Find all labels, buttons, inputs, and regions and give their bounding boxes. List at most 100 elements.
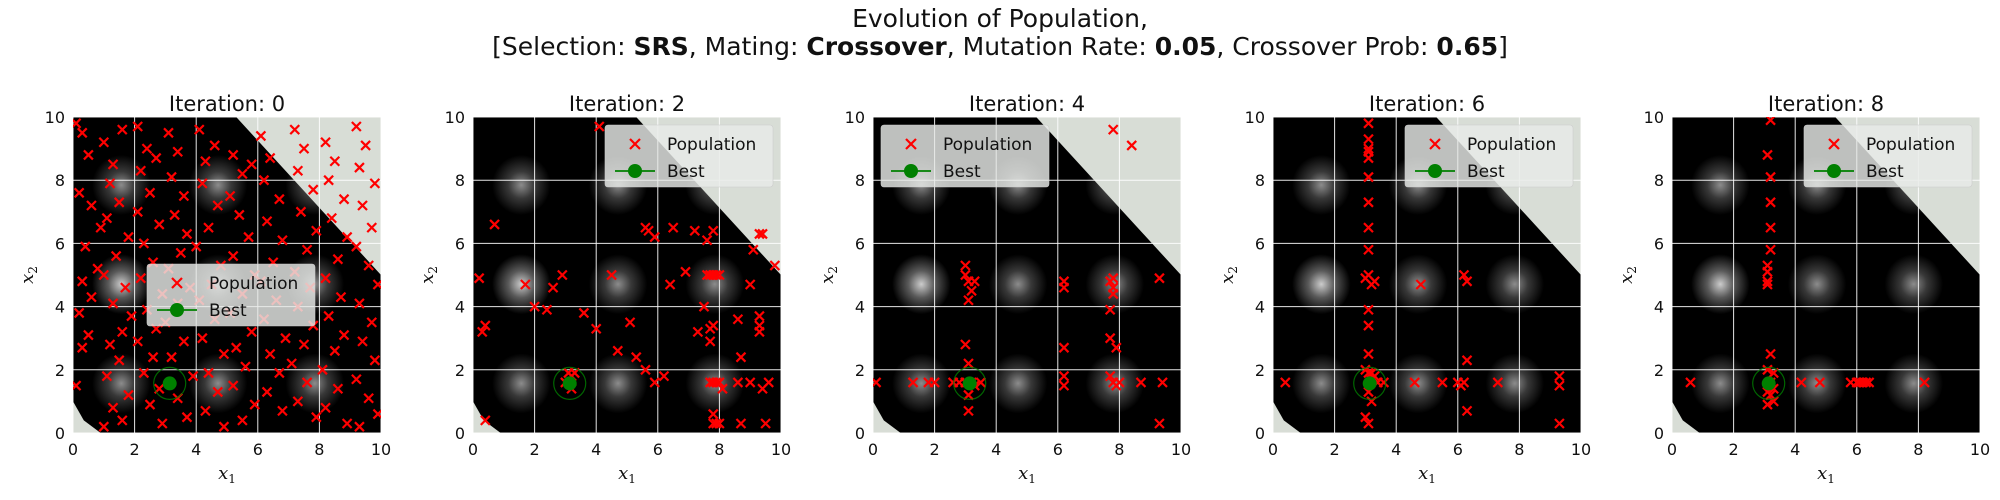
population-point bbox=[692, 326, 704, 338]
population-point bbox=[101, 370, 113, 382]
legend-best-marker bbox=[170, 303, 184, 317]
title-open: [Selection: bbox=[492, 32, 634, 61]
y-axis-label-base: x bbox=[817, 274, 838, 284]
y-axis-label: x2 bbox=[1616, 266, 1639, 284]
population-point bbox=[120, 282, 131, 293]
population-point bbox=[1765, 171, 1776, 183]
population-point bbox=[1762, 266, 1773, 278]
y-tick-label: 8 bbox=[1255, 171, 1265, 190]
legend-label-population: Population bbox=[1467, 135, 1556, 155]
y-tick-label: 10 bbox=[1644, 108, 1664, 127]
population-point bbox=[169, 209, 180, 221]
x-tick-label: 10 bbox=[1571, 440, 1591, 459]
population-point bbox=[86, 200, 97, 211]
population-point bbox=[1058, 370, 1070, 382]
population-point bbox=[132, 206, 143, 218]
population-point bbox=[963, 358, 974, 369]
population-point bbox=[286, 358, 297, 369]
y-tick-label: 0 bbox=[55, 424, 65, 443]
x-tick-label: 10 bbox=[771, 440, 791, 459]
population-point bbox=[98, 137, 110, 148]
population-point bbox=[744, 279, 756, 290]
population-point bbox=[1280, 377, 1291, 388]
population-point bbox=[1363, 244, 1374, 255]
objective-peak bbox=[588, 353, 648, 414]
population-point bbox=[369, 178, 381, 189]
population-point bbox=[264, 348, 276, 360]
population-point bbox=[754, 310, 765, 322]
population-point bbox=[144, 187, 156, 199]
population-point bbox=[1363, 197, 1374, 208]
population-point bbox=[667, 222, 679, 233]
objective-peak bbox=[1884, 254, 1944, 315]
objective-peak bbox=[892, 254, 951, 315]
population-point bbox=[138, 367, 150, 379]
legend: Population Best bbox=[146, 263, 316, 327]
population-point bbox=[338, 329, 350, 341]
population-point bbox=[107, 402, 119, 413]
population-point bbox=[969, 276, 980, 287]
population-point bbox=[717, 383, 728, 395]
population-point bbox=[332, 253, 344, 265]
population-point bbox=[1492, 377, 1504, 388]
population-point bbox=[975, 377, 987, 388]
population-point bbox=[123, 389, 134, 401]
y-tick-label: 0 bbox=[1255, 424, 1265, 443]
y-tick-label: 4 bbox=[855, 298, 865, 317]
population-point bbox=[230, 342, 242, 353]
population-point bbox=[335, 291, 347, 303]
population-point bbox=[218, 421, 230, 432]
population-point bbox=[963, 389, 974, 401]
x-tick-label: 4 bbox=[591, 440, 601, 459]
y-tick-label: 10 bbox=[445, 108, 465, 127]
population-point bbox=[1363, 367, 1374, 379]
population-point bbox=[606, 269, 617, 281]
x-tick-label: 10 bbox=[371, 440, 391, 459]
population-point bbox=[110, 250, 122, 262]
population-point bbox=[1458, 377, 1470, 388]
population-point bbox=[113, 355, 125, 366]
population-point bbox=[1107, 124, 1119, 135]
population-point bbox=[138, 238, 150, 249]
population-point bbox=[1685, 377, 1696, 388]
y-tick-label: 6 bbox=[1255, 234, 1265, 253]
population-point bbox=[113, 197, 125, 208]
population-point bbox=[480, 320, 491, 331]
x-axis-label-sub: 1 bbox=[1428, 472, 1436, 486]
population-point bbox=[311, 411, 322, 423]
population-point bbox=[1363, 143, 1374, 154]
y-axis-label: x2 bbox=[1217, 266, 1240, 284]
mating-value: Crossover bbox=[806, 32, 947, 61]
population-point bbox=[227, 380, 239, 391]
population-point bbox=[317, 364, 328, 376]
population-point bbox=[307, 184, 319, 195]
subplot-title: Iteration: 4 bbox=[969, 92, 1085, 116]
subplot-title: Iteration: 0 bbox=[169, 92, 285, 116]
population-point bbox=[1154, 418, 1165, 429]
population-point bbox=[1107, 272, 1119, 284]
y-tick-label: 4 bbox=[1654, 298, 1664, 317]
population-series bbox=[1685, 117, 1930, 410]
x-tick-label: 10 bbox=[1970, 440, 1990, 459]
y-axis-label: x2 bbox=[417, 266, 440, 284]
y-tick-label: 2 bbox=[1255, 361, 1265, 380]
population-point bbox=[1058, 342, 1070, 353]
population-point bbox=[200, 155, 211, 167]
subplot-title: Iteration: 6 bbox=[1369, 92, 1485, 116]
x-tick-label: 8 bbox=[1514, 440, 1524, 459]
population-point bbox=[141, 143, 153, 154]
population-point bbox=[748, 244, 759, 255]
y-tick-label: 6 bbox=[55, 234, 65, 253]
population-point bbox=[1762, 279, 1773, 290]
population-point bbox=[311, 225, 322, 237]
objective-peak bbox=[1485, 353, 1545, 414]
x-tick-label: 4 bbox=[1790, 440, 1800, 459]
y-axis-label-base: x bbox=[417, 274, 438, 284]
population-point bbox=[1860, 377, 1872, 388]
population-point bbox=[73, 187, 85, 199]
population-point bbox=[1363, 171, 1374, 183]
population-point bbox=[246, 326, 257, 338]
x-tick-label: 2 bbox=[1330, 440, 1340, 459]
population-point bbox=[1765, 244, 1776, 255]
